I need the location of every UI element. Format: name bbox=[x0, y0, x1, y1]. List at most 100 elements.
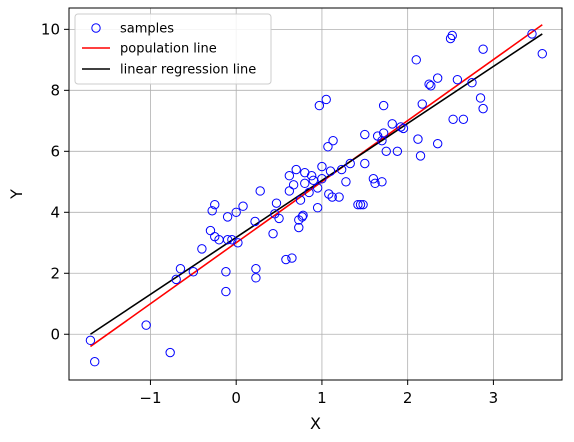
sample-point bbox=[426, 81, 436, 91]
sample-point bbox=[295, 195, 306, 205]
sample-point bbox=[291, 164, 301, 175]
sample-point bbox=[205, 225, 216, 236]
sample-point bbox=[284, 171, 295, 181]
y-tick-label: 8 bbox=[50, 81, 60, 99]
sample-point bbox=[294, 222, 304, 233]
sample-point bbox=[377, 135, 387, 146]
x-tick-label: 2 bbox=[403, 389, 413, 407]
sample-point bbox=[271, 198, 282, 208]
sample-point bbox=[175, 264, 186, 274]
sample-point bbox=[312, 183, 323, 193]
sample-point bbox=[432, 138, 443, 149]
sample-point bbox=[341, 177, 351, 187]
sample-point bbox=[141, 320, 151, 330]
sample-point bbox=[297, 212, 307, 222]
axis-ticks bbox=[64, 28, 494, 385]
sample-point bbox=[274, 213, 284, 224]
sample-point bbox=[233, 238, 243, 248]
sample-point bbox=[448, 114, 458, 124]
population-line bbox=[89, 24, 543, 348]
sample-point bbox=[222, 235, 233, 245]
sample-point bbox=[227, 235, 237, 245]
sample-point bbox=[287, 253, 297, 263]
sample-point bbox=[447, 30, 457, 41]
sample-point bbox=[417, 99, 427, 109]
sample-point bbox=[171, 274, 181, 285]
sample-point bbox=[398, 123, 409, 134]
plot-frame bbox=[68, 7, 563, 381]
sample-point bbox=[222, 212, 233, 222]
sample-point bbox=[312, 203, 323, 213]
y-tick-label: 6 bbox=[50, 142, 60, 160]
sample-point bbox=[268, 228, 278, 239]
sample-points bbox=[85, 29, 547, 367]
sample-point bbox=[413, 134, 423, 144]
sample-point bbox=[467, 78, 477, 88]
sample-point bbox=[358, 199, 368, 210]
x-tick-label: 1 bbox=[317, 389, 327, 407]
sample-point bbox=[207, 206, 217, 216]
sample-point bbox=[317, 174, 327, 184]
legend-population-line-label: population line bbox=[120, 42, 217, 57]
sample-point bbox=[165, 347, 175, 358]
sample-point bbox=[360, 129, 370, 140]
sample-point bbox=[317, 161, 327, 172]
sample-point bbox=[353, 199, 363, 210]
sample-point bbox=[281, 254, 291, 265]
sample-point bbox=[392, 146, 403, 157]
sample-point bbox=[478, 44, 488, 54]
sample-point bbox=[415, 151, 426, 161]
y-tick-label: 2 bbox=[50, 264, 60, 282]
y-tick-label: 4 bbox=[50, 203, 60, 221]
x-tick-label: −1 bbox=[139, 389, 161, 407]
sample-point bbox=[458, 114, 469, 124]
sample-point bbox=[452, 74, 463, 85]
sample-point bbox=[210, 199, 220, 210]
sample-point bbox=[424, 79, 434, 89]
sample-point bbox=[90, 357, 100, 367]
sample-point bbox=[288, 180, 299, 190]
legend-samples-marker bbox=[91, 23, 101, 33]
sample-point bbox=[304, 187, 314, 198]
x-tick-label: 0 bbox=[231, 389, 241, 407]
y-axis-label: Y bbox=[7, 189, 26, 200]
sample-point bbox=[255, 186, 265, 196]
sample-point bbox=[411, 55, 421, 65]
sample-point bbox=[336, 164, 347, 175]
sample-point bbox=[355, 199, 366, 210]
sample-point bbox=[378, 100, 389, 111]
legend: samples population line linear regression … bbox=[74, 13, 272, 85]
sample-point bbox=[334, 192, 344, 202]
sample-point bbox=[368, 174, 379, 184]
sample-point bbox=[284, 186, 295, 196]
sample-point bbox=[221, 267, 231, 277]
sample-point bbox=[381, 146, 391, 157]
sample-point bbox=[251, 273, 261, 283]
sample-point bbox=[231, 207, 241, 217]
legend-box bbox=[74, 13, 272, 85]
sample-point bbox=[300, 178, 310, 189]
sample-point bbox=[324, 189, 334, 199]
sample-point bbox=[314, 100, 325, 111]
sample-point bbox=[298, 210, 308, 221]
sample-point bbox=[345, 158, 355, 169]
sample-point bbox=[360, 158, 370, 169]
sample-point bbox=[327, 192, 337, 202]
sample-point bbox=[323, 142, 333, 152]
sample-point bbox=[432, 73, 443, 83]
sample-point bbox=[370, 178, 380, 189]
y-tick-label: 10 bbox=[41, 20, 60, 38]
sample-point bbox=[387, 119, 397, 129]
sample-point bbox=[396, 122, 406, 132]
sample-point bbox=[328, 135, 338, 146]
sample-point bbox=[325, 166, 336, 176]
sample-point bbox=[188, 267, 199, 277]
y-tick-label: 0 bbox=[50, 325, 60, 343]
sample-point bbox=[250, 216, 260, 227]
sample-point bbox=[478, 103, 488, 114]
x-tick-label: 3 bbox=[489, 389, 499, 407]
sample-point bbox=[527, 29, 537, 39]
sample-point bbox=[251, 264, 261, 274]
legend-samples-label: samples bbox=[120, 22, 174, 37]
